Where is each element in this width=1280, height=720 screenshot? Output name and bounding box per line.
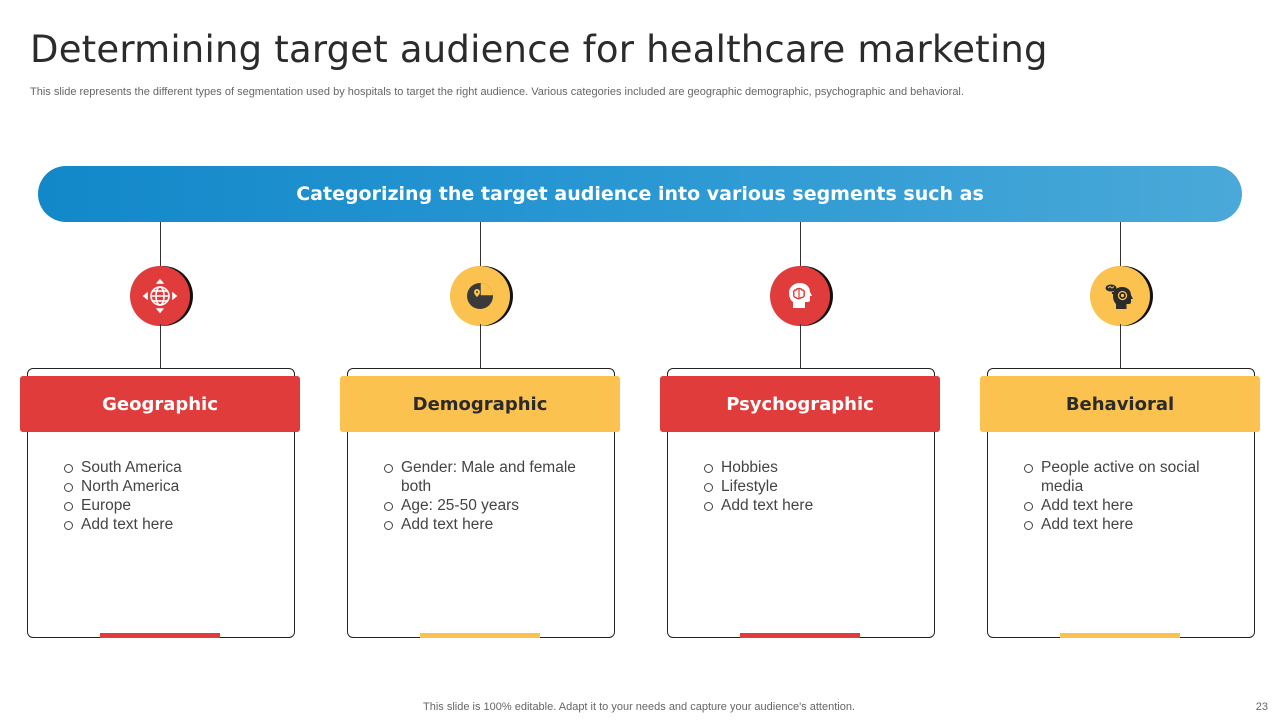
segment-header: Psychographic [660, 376, 940, 432]
list-item: Add text here [702, 496, 902, 515]
segment-demographic: Demographic Gender: Male and female both… [340, 222, 620, 642]
accent-bar [740, 633, 860, 638]
slide-subtitle: This slide represents the different type… [30, 86, 964, 98]
connector-line [160, 222, 161, 266]
list-item: North America [62, 477, 262, 496]
list-item: People active on social media [1022, 458, 1222, 496]
segment-header: Behavioral [980, 376, 1260, 432]
segment-list: Hobbies Lifestyle Add text here [702, 458, 902, 515]
list-item: Add text here [1022, 496, 1222, 515]
accent-bar [1060, 633, 1180, 638]
connector-line [160, 324, 161, 368]
segment-geographic: Geographic South America North America E… [20, 222, 300, 642]
list-item: Lifestyle [702, 477, 902, 496]
brain-head-icon [789, 283, 812, 308]
connector-line [1120, 222, 1121, 266]
segment-list: Gender: Male and female both Age: 25-50 … [382, 458, 582, 534]
connector-line [480, 324, 481, 368]
accent-bar [420, 633, 540, 638]
list-item: Age: 25-50 years [382, 496, 582, 515]
list-item: Add text here [62, 515, 262, 534]
connector-line [800, 324, 801, 368]
segment-list: South America North America Europe Add t… [62, 458, 262, 534]
list-item: Hobbies [702, 458, 902, 477]
segment-icon [770, 266, 833, 326]
segment-psychographic: Psychographic Hobbies Lifestyle Add text… [660, 222, 940, 642]
segment-header: Geographic [20, 376, 300, 432]
segment-icon [450, 266, 513, 326]
segment-list: People active on social media Add text h… [1022, 458, 1222, 534]
slide-footer: This slide is 100% editable. Adapt it to… [423, 701, 855, 713]
head-thoughts-icon [1105, 284, 1133, 309]
list-item: Add text here [1022, 515, 1222, 534]
list-item: Gender: Male and female both [382, 458, 582, 496]
segment-title: Demographic [412, 393, 548, 415]
list-item: Add text here [382, 515, 582, 534]
pie-chart-location-icon [467, 283, 493, 309]
connector-line [1120, 324, 1121, 368]
segment-icon [130, 266, 193, 326]
page-number: 23 [1255, 701, 1268, 713]
list-item: Europe [62, 496, 262, 515]
segment-behavioral: Behavioral People active on social media… [980, 222, 1260, 642]
list-item: South America [62, 458, 262, 477]
segment-header: Demographic [340, 376, 620, 432]
accent-bar [100, 633, 220, 638]
segment-icon [1090, 266, 1153, 326]
banner-text: Categorizing the target audience into va… [296, 183, 984, 205]
segment-title: Behavioral [1065, 393, 1175, 415]
segments-banner: Categorizing the target audience into va… [38, 166, 1242, 222]
connector-line [800, 222, 801, 266]
slide-title: Determining target audience for healthca… [30, 28, 1048, 71]
globe-icon [142, 278, 178, 314]
segment-title: Psychographic [726, 393, 874, 415]
connector-line [480, 222, 481, 266]
segment-title: Geographic [102, 393, 218, 415]
